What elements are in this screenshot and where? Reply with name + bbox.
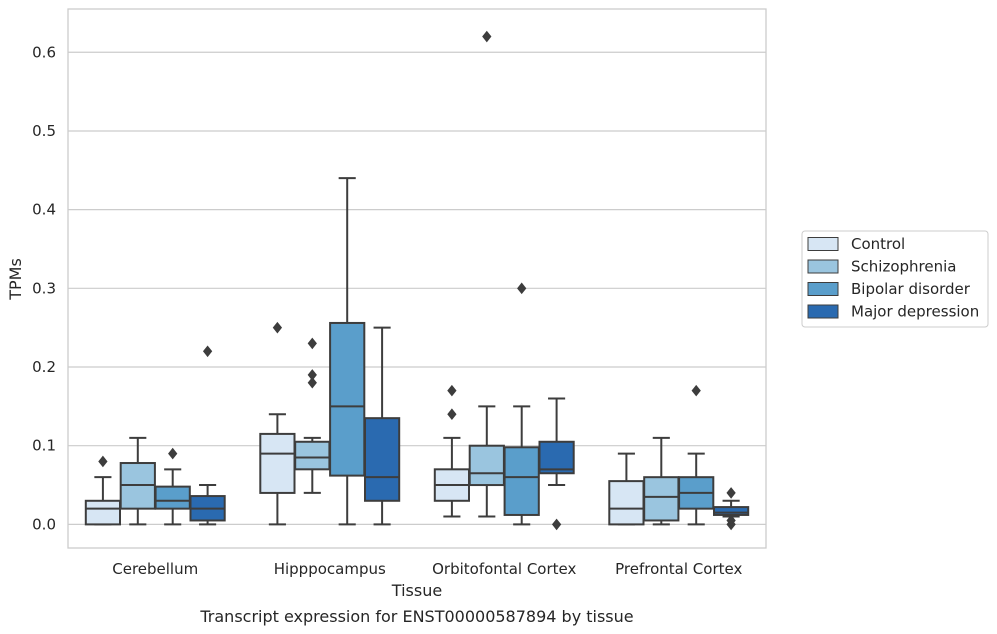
box-group [608, 452, 645, 526]
outlier-point [726, 487, 736, 499]
series-bipolar-disorder [154, 177, 715, 526]
plot-background [68, 9, 766, 548]
outlier-point [726, 514, 736, 527]
box-group [433, 384, 471, 518]
box-iqr [538, 440, 575, 475]
outlier-point [447, 384, 457, 397]
box-group [294, 337, 331, 494]
box-iqr [643, 476, 680, 522]
box-group [259, 321, 296, 526]
y-tick-label: 0.5 [32, 122, 56, 140]
outlier-point [307, 376, 317, 389]
outlier-point [202, 345, 213, 358]
legend-label: Bipolar disorder [851, 280, 971, 298]
box-group [503, 282, 540, 526]
y-tick-label: 0.2 [32, 358, 56, 376]
y-tick-label: 0.3 [32, 279, 56, 297]
box-group [678, 384, 715, 526]
legend-swatch [807, 259, 839, 274]
box-iqr [294, 440, 331, 471]
plot-frame [67, 8, 767, 549]
box-iqr [468, 444, 505, 487]
series-schizophrenia [119, 30, 680, 526]
x-tick-labels: Cerebellum Hipppocampus Orbitofontal Corte… [112, 560, 742, 578]
box-group [329, 177, 366, 526]
legend-swatch [807, 237, 839, 251]
legend-frame [801, 230, 989, 328]
legend-label: Major depression [851, 303, 979, 321]
box-group [363, 326, 401, 526]
outlier-point [447, 408, 457, 421]
series-major-depression [189, 326, 750, 531]
outlier-point [517, 282, 527, 295]
grid-lines [68, 51, 766, 525]
y-axis-label: TPMs [6, 258, 25, 301]
outlier-point [168, 447, 178, 460]
series-control [84, 321, 645, 526]
y-tick-label: 0.0 [32, 515, 56, 533]
y-tick-label: 0.6 [32, 43, 56, 61]
box-group [643, 436, 680, 526]
legend: Control Schizophrenia Bipolar disorder Majo… [801, 230, 989, 328]
x-axis-label: Tissue [391, 581, 442, 600]
x-tick-label: Prefrontal Cortex [615, 560, 742, 578]
legend-swatch [807, 282, 839, 296]
box-iqr [84, 499, 122, 526]
outlier-point [551, 518, 562, 531]
box-group [538, 397, 575, 531]
chart-caption: Transcript expression for ENST0000058789… [199, 607, 633, 626]
legend-label: Control [851, 235, 905, 253]
y-tick-label: 0.1 [32, 437, 56, 455]
box-group [712, 487, 750, 531]
x-tick-label: Hipppocampus [274, 560, 386, 578]
box-iqr [329, 321, 366, 477]
box-iqr [363, 417, 401, 502]
box-iqr [259, 432, 296, 494]
box-group [189, 345, 226, 526]
box-iqr [608, 480, 645, 526]
y-tick-labels: 0.0 0.1 0.2 0.3 0.4 0.5 0.6 [32, 43, 56, 533]
box-group [119, 436, 156, 526]
y-tick-label: 0.4 [32, 201, 56, 219]
x-tick-label: Orbitofontal Cortex [432, 560, 576, 578]
outlier-point [272, 321, 283, 334]
outlier-point [307, 369, 317, 381]
outlier-point [691, 384, 701, 397]
box-series-layer [84, 30, 750, 531]
legend-swatch [807, 304, 839, 319]
x-tick-label: Cerebellum [112, 560, 198, 578]
box-iqr [712, 506, 750, 516]
box-group [84, 455, 122, 526]
box-iqr [503, 446, 540, 516]
outlier-point [307, 337, 317, 350]
box-iqr [154, 485, 191, 510]
outlier-point [482, 30, 492, 43]
legend-label: Schizophrenia [851, 258, 956, 276]
outlier-point [98, 455, 108, 468]
